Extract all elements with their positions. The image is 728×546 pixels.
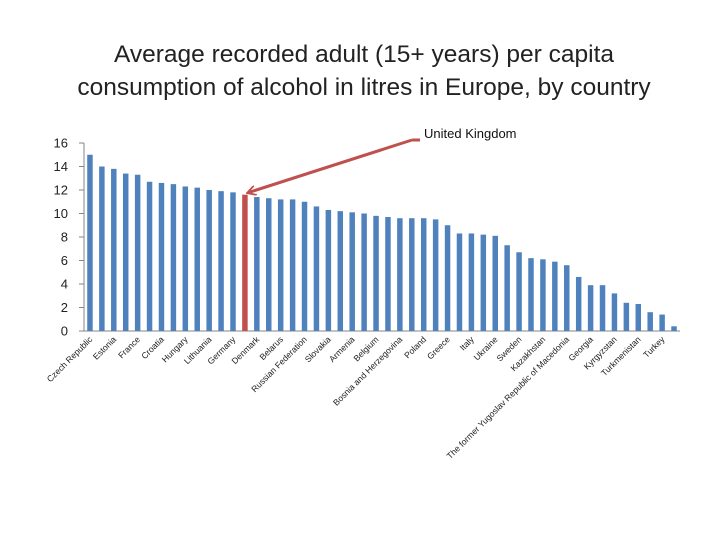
bar (587, 285, 594, 331)
title-line-2: consumption of alcohol in litres in Euro… (77, 74, 651, 101)
annotation: United Kingdom (248, 126, 517, 193)
bar (194, 187, 200, 331)
bar (206, 190, 212, 331)
bar (242, 194, 248, 331)
y-tick-label: 0 (61, 324, 68, 339)
y-tick-label: 12 (54, 183, 68, 198)
bar (552, 261, 558, 331)
x-tick-label: Poland (402, 334, 428, 360)
bar (659, 314, 665, 331)
x-tick-label: Armenia (327, 334, 357, 364)
x-tick-label: Turkey (641, 334, 667, 360)
annotation-arrow (248, 138, 413, 193)
x-tick-label: Greece (425, 334, 452, 361)
bar (134, 174, 141, 331)
bar (122, 173, 129, 331)
bar (599, 285, 606, 331)
bar (540, 259, 546, 331)
bar (468, 233, 475, 331)
bar (432, 219, 439, 332)
bar (349, 212, 355, 331)
bar (492, 235, 498, 331)
bar (230, 192, 236, 331)
chart-title: Average recorded adult (15+ years) per c… (0, 38, 728, 104)
x-tick-label: Estonia (91, 334, 118, 361)
bar (373, 215, 379, 331)
y-tick-label: 4 (61, 277, 68, 292)
bar (671, 326, 677, 331)
bar (528, 258, 534, 331)
bar (301, 201, 308, 331)
bar (456, 233, 463, 331)
title-line-1: Average recorded adult (15+ years) per c… (113, 41, 615, 68)
y-tick-label: 8 (61, 230, 68, 245)
bar (313, 206, 320, 331)
y-tick-label: 16 (54, 136, 68, 151)
x-axis-labels: Czech RepublicEstoniaFranceCroatiaHungar… (45, 334, 667, 461)
y-tick-label: 10 (54, 206, 68, 221)
bar (564, 265, 570, 331)
bar (158, 182, 165, 331)
x-tick-label: Italy (458, 334, 477, 353)
bar (146, 181, 153, 331)
bar (420, 218, 427, 331)
bar (575, 276, 582, 331)
bar (623, 302, 630, 331)
bar (385, 217, 391, 331)
bar (325, 209, 332, 331)
bar (266, 198, 272, 331)
bar (361, 213, 367, 331)
bar (170, 184, 177, 332)
bar (277, 199, 284, 331)
bar (647, 312, 653, 331)
annotation-label: United Kingdom (424, 126, 517, 141)
bar (87, 154, 93, 331)
bar (444, 225, 451, 331)
bar (99, 166, 105, 331)
bar (611, 293, 618, 331)
bar (409, 218, 415, 331)
bar (516, 252, 522, 331)
y-tick-label: 14 (54, 159, 68, 174)
bar (635, 303, 642, 331)
x-tick-label: Czech Republic (45, 334, 95, 384)
x-tick-label: France (116, 334, 142, 360)
bar (337, 211, 344, 331)
bar (397, 218, 403, 331)
bar (254, 197, 260, 331)
bar (182, 186, 189, 331)
bar (289, 199, 296, 331)
bar (504, 245, 510, 331)
bars (87, 154, 677, 332)
bar (480, 234, 487, 331)
y-tick-label: 6 (61, 253, 68, 268)
bar (218, 191, 224, 331)
y-tick-label: 2 (61, 300, 68, 315)
bar (111, 168, 117, 331)
